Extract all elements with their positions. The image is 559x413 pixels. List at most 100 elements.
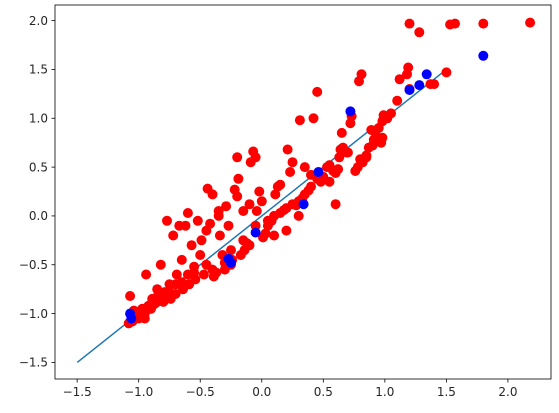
y-tick-label: 2.0	[29, 14, 48, 28]
scatter-point	[125, 291, 136, 301]
scatter-point	[361, 150, 372, 161]
scatter-point	[238, 206, 249, 216]
scatter-point	[421, 69, 432, 80]
scatter-point	[287, 157, 298, 168]
x-tick-label: −1.5	[63, 385, 92, 399]
scatter-point	[229, 184, 240, 195]
y-axis: −1.5 −1.0 −0.5 0.0 0.5 1.0 1.5 2.0	[19, 14, 55, 370]
scatter-point	[441, 67, 452, 78]
scatter-point	[322, 162, 332, 173]
scatter-point	[293, 210, 304, 221]
scatter-point	[168, 230, 179, 241]
scatter-point	[196, 235, 207, 246]
y-tick-label: −1.0	[19, 307, 48, 321]
scatter-point	[244, 199, 255, 210]
scatter-point	[367, 140, 378, 151]
scatter-point	[350, 166, 361, 176]
scatter-point	[287, 199, 298, 210]
scatter-point	[275, 179, 286, 190]
y-tick-label: 0.5	[29, 160, 48, 174]
axes-frame	[54, 4, 552, 380]
scatter-point	[282, 144, 293, 155]
scatter-point	[414, 80, 425, 91]
scatter-point	[233, 173, 244, 184]
scatter-point	[392, 95, 403, 106]
scatter-point	[195, 250, 206, 260]
scatter-point	[171, 269, 182, 280]
scatter-point	[354, 76, 364, 87]
scatter-point	[141, 269, 152, 280]
scatter-point	[313, 167, 324, 177]
scatter-point	[223, 220, 234, 231]
scatter-point	[334, 152, 345, 163]
scatter-point	[207, 264, 218, 275]
scatter-point	[404, 85, 415, 95]
y-tick-label: 1.5	[29, 63, 48, 77]
scatter-point	[324, 176, 335, 187]
scatter-point	[170, 279, 181, 290]
scatter-point	[445, 19, 456, 30]
scatter-point	[182, 208, 193, 218]
scatter-point	[126, 313, 137, 324]
scatter-point	[226, 257, 236, 268]
scatter-point	[152, 284, 163, 295]
x-tick-label: 2.0	[498, 385, 517, 399]
scatter-series-2	[125, 50, 489, 324]
scatter-point	[254, 186, 265, 197]
scatter-point	[478, 50, 489, 61]
x-tick-label: 0.5	[314, 385, 333, 399]
scatter-point	[345, 118, 356, 129]
scatter-point	[281, 225, 292, 236]
scatter-point	[162, 215, 172, 226]
x-tick-label: 1.0	[375, 385, 394, 399]
scatter-point	[256, 196, 267, 207]
scatter-point	[202, 183, 213, 194]
scatter-point	[250, 227, 261, 238]
scatter-point	[299, 162, 310, 173]
scatter-point	[213, 206, 224, 216]
scatter-point	[330, 199, 341, 210]
x-tick-label: 0.0	[252, 385, 271, 399]
scatter-point	[198, 269, 209, 280]
scatter-point	[298, 199, 309, 210]
scatter-point	[235, 250, 246, 260]
scatter-point	[201, 225, 212, 236]
scatter-point	[377, 116, 388, 127]
scatter-series-1	[123, 17, 536, 329]
data-layer	[76, 17, 536, 363]
x-tick-label: −0.5	[186, 385, 215, 399]
y-tick-label: −1.5	[19, 356, 48, 370]
scatter-point	[366, 125, 377, 135]
scatter-point	[285, 167, 296, 177]
x-axis: −1.5 −1.0 −0.5 0.0 0.5 1.0 1.5 2.0	[63, 379, 517, 399]
scatter-point	[525, 17, 536, 28]
scatter-point	[174, 220, 185, 231]
scatter-point	[312, 86, 323, 97]
scatter-point	[214, 230, 225, 241]
x-tick-label: 1.5	[437, 385, 456, 399]
y-tick-label: 1.0	[29, 111, 48, 125]
scatter-point	[192, 215, 203, 226]
y-tick-label: 0.0	[29, 209, 48, 223]
scatter-point	[186, 240, 197, 251]
scatter-point	[248, 146, 259, 157]
scatter-point	[251, 206, 262, 216]
scatter-point	[155, 259, 166, 270]
scatter-point	[478, 18, 489, 29]
scatter-point	[294, 115, 305, 126]
scatter-point	[258, 232, 268, 243]
scatter-point	[402, 69, 412, 80]
scatter-point	[342, 147, 353, 158]
scatter-point	[345, 106, 356, 117]
scatter-point	[146, 303, 156, 314]
scatter-point	[226, 245, 236, 256]
scatter-point	[176, 254, 187, 265]
scatter-point	[244, 240, 255, 251]
scatter-point	[394, 74, 405, 85]
scatter-point	[262, 215, 273, 226]
scatter-point	[182, 269, 193, 280]
scatter-point	[221, 201, 232, 212]
scatter-point	[414, 27, 425, 38]
scatter-point	[232, 152, 243, 163]
